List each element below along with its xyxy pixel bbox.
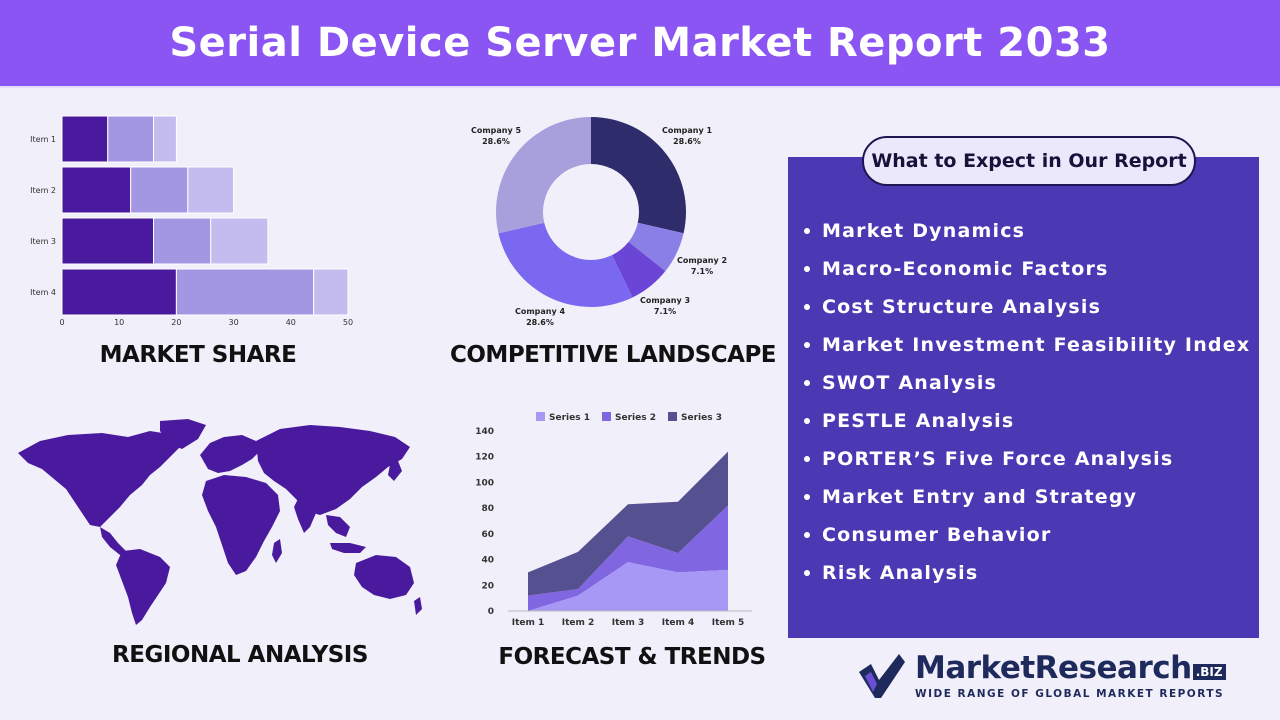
bullet-icon xyxy=(804,266,810,272)
legend-swatch xyxy=(536,412,545,421)
x-tick-label: 0 xyxy=(59,318,64,327)
bullet-icon xyxy=(804,494,810,500)
report-item: Risk Analysis xyxy=(802,554,1257,592)
report-item: Cost Structure Analysis xyxy=(802,288,1257,326)
report-item: Macro-Economic Factors xyxy=(802,250,1257,288)
area-series xyxy=(528,562,728,611)
slice-value-label: 28.6% xyxy=(673,137,701,146)
bar-segment xyxy=(153,115,177,163)
y-tick-label: 120 xyxy=(475,453,494,463)
competitive-landscape-title: COMPETITIVE LANDSCAPE xyxy=(450,342,777,368)
bullet-icon xyxy=(804,380,810,386)
market-share-chart: Item 1 Item 2 Item 3 Item 4 0 10 20 30 40 50 xyxy=(30,115,353,327)
report-item: Market Dynamics xyxy=(802,212,1257,250)
report-item: PORTER’S Five Force Analysis xyxy=(802,440,1257,478)
donut-slice xyxy=(496,117,591,234)
report-item: Consumer Behavior xyxy=(802,516,1257,554)
x-tick-label: Item 3 xyxy=(612,618,645,628)
slice-value-label: 28.6% xyxy=(526,318,554,327)
x-tick-label: Item 1 xyxy=(512,618,545,628)
slice-label: Company 2 xyxy=(677,256,727,265)
report-contents-panel xyxy=(788,157,1259,638)
logo-tagline: WIDE RANGE OF GLOBAL MARKET REPORTS xyxy=(915,688,1225,700)
category-label: Item 4 xyxy=(30,288,56,297)
bullet-icon xyxy=(804,570,810,576)
slice-label: Company 1 xyxy=(662,126,713,135)
category-label: Item 1 xyxy=(30,135,56,144)
bullet-icon xyxy=(804,532,810,538)
legend-label: Series 1 xyxy=(549,413,590,423)
donut-slice xyxy=(611,241,666,298)
bullet-icon xyxy=(804,456,810,462)
x-tick-label: Item 2 xyxy=(562,618,595,628)
x-tick-label: 20 xyxy=(171,318,181,327)
legend-swatch xyxy=(602,412,611,421)
report-heading-pill: What to Expect in Our Report xyxy=(862,136,1196,186)
report-item: PESTLE Analysis xyxy=(802,402,1257,440)
legend-swatch xyxy=(668,412,677,421)
y-tick-label: 60 xyxy=(481,530,494,540)
y-tick-label: 20 xyxy=(481,581,494,591)
world-map xyxy=(18,419,422,625)
bar-segment xyxy=(187,166,235,214)
x-tick-label: Item 4 xyxy=(662,618,695,628)
report-item: Market Entry and Strategy xyxy=(802,478,1257,516)
report-item: SWOT Analysis xyxy=(802,364,1257,402)
y-tick-label: 80 xyxy=(481,504,494,514)
bar-segment xyxy=(61,115,109,163)
bar-segment xyxy=(210,217,269,265)
x-tick-label: 30 xyxy=(229,318,239,327)
slice-label: Company 5 xyxy=(471,126,522,135)
bar-segment xyxy=(153,217,212,265)
area-series xyxy=(528,451,728,596)
logo-check-icon xyxy=(859,654,905,698)
bullet-icon xyxy=(804,228,810,234)
forecast-trends-chart: Series 1 Series 2 Series 3 0 20 40 60 80 100 120 1… xyxy=(475,412,752,628)
page-title: Serial Device Server Market Report 2033 xyxy=(169,20,1111,66)
bullet-icon xyxy=(804,418,810,424)
bullet-icon xyxy=(804,342,810,348)
area-series xyxy=(528,505,728,611)
donut-slice xyxy=(498,222,633,307)
bar-segment xyxy=(61,166,132,214)
x-tick-label: Item 5 xyxy=(712,618,745,628)
marketresearch-logo: MarketResearch .BIZ WIDE RANGE OF GLOBAL … xyxy=(855,650,1235,706)
bar-segment xyxy=(175,268,315,316)
legend-label: Series 3 xyxy=(681,413,722,423)
donut-slice xyxy=(628,222,684,272)
report-items-list: Market Dynamics Macro-Economic Factors C… xyxy=(802,212,1257,592)
bullet-icon xyxy=(804,304,810,310)
y-tick-label: 0 xyxy=(488,607,494,617)
regional-analysis-title: REGIONAL ANALYSIS xyxy=(112,642,368,668)
bar-segment xyxy=(61,268,177,316)
slice-value-label: 7.1% xyxy=(654,307,676,316)
forecast-trends-title: FORECAST & TRENDS xyxy=(498,644,766,670)
market-share-title: MARKET SHARE xyxy=(99,342,297,368)
slice-label: Company 3 xyxy=(640,296,690,305)
report-heading: What to Expect in Our Report xyxy=(871,150,1187,172)
y-tick-label: 40 xyxy=(481,556,494,566)
category-label: Item 3 xyxy=(30,237,56,246)
legend-label: Series 2 xyxy=(615,413,656,423)
x-tick-label: 50 xyxy=(343,318,353,327)
slice-value-label: 7.1% xyxy=(691,267,713,276)
x-tick-label: 10 xyxy=(114,318,124,327)
slice-value-label: 28.6% xyxy=(482,137,510,146)
x-tick-label: 40 xyxy=(286,318,296,327)
y-tick-label: 140 xyxy=(475,427,494,437)
logo-wordmark: MarketResearch .BIZ xyxy=(915,650,1226,686)
slice-label: Company 4 xyxy=(515,307,566,316)
donut-slice xyxy=(591,117,686,234)
competitive-landscape-chart: Company 1 28.6% Company 2 7.1% Company 3 7.1%… xyxy=(471,117,727,327)
bar-segment xyxy=(107,115,155,163)
bar-segment xyxy=(61,217,155,265)
bar-segment xyxy=(130,166,189,214)
report-item: Market Investment Feasibility Index xyxy=(802,326,1257,364)
header-banner: Serial Device Server Market Report 2033 xyxy=(0,0,1280,88)
bar-segment xyxy=(313,268,349,316)
category-label: Item 2 xyxy=(30,186,56,195)
y-tick-label: 100 xyxy=(475,478,494,488)
